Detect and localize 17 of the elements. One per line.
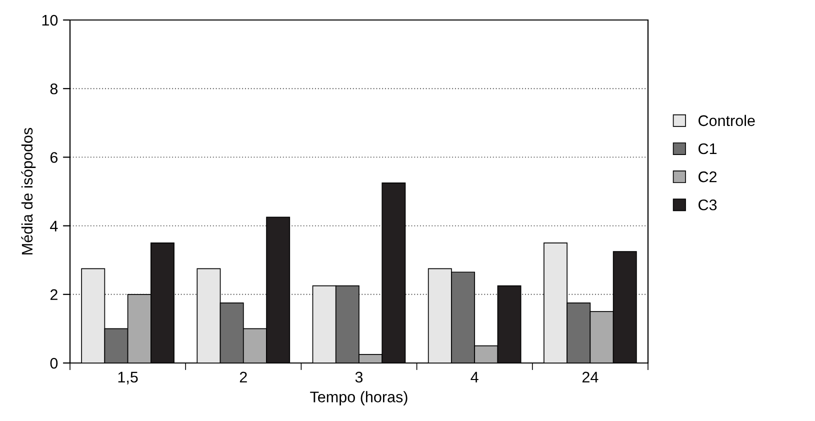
y-tick-label: 2 — [50, 289, 58, 300]
legend-label: C2 — [698, 171, 717, 182]
x-tick-label: 1,5 — [118, 372, 138, 384]
y-axis-title: Média de isópodos — [21, 128, 36, 254]
x-axis-title: Tempo (horas) — [310, 391, 408, 406]
legend-label: C1 — [698, 143, 717, 154]
x-tick-label: 3 — [355, 372, 363, 383]
legend-label: Controle — [698, 114, 755, 126]
x-tick-label: 4 — [470, 372, 478, 382]
y-tick-label: 4 — [50, 220, 58, 232]
x-tick-label: 24 — [582, 372, 598, 382]
y-tick-label: 0 — [50, 358, 58, 369]
legend-label: C3 — [698, 199, 717, 210]
y-tick-label: 10 — [42, 14, 58, 26]
x-tick-label: 2 — [240, 372, 247, 382]
y-tick-label: 8 — [50, 83, 58, 94]
y-tick-label: 6 — [50, 152, 58, 163]
